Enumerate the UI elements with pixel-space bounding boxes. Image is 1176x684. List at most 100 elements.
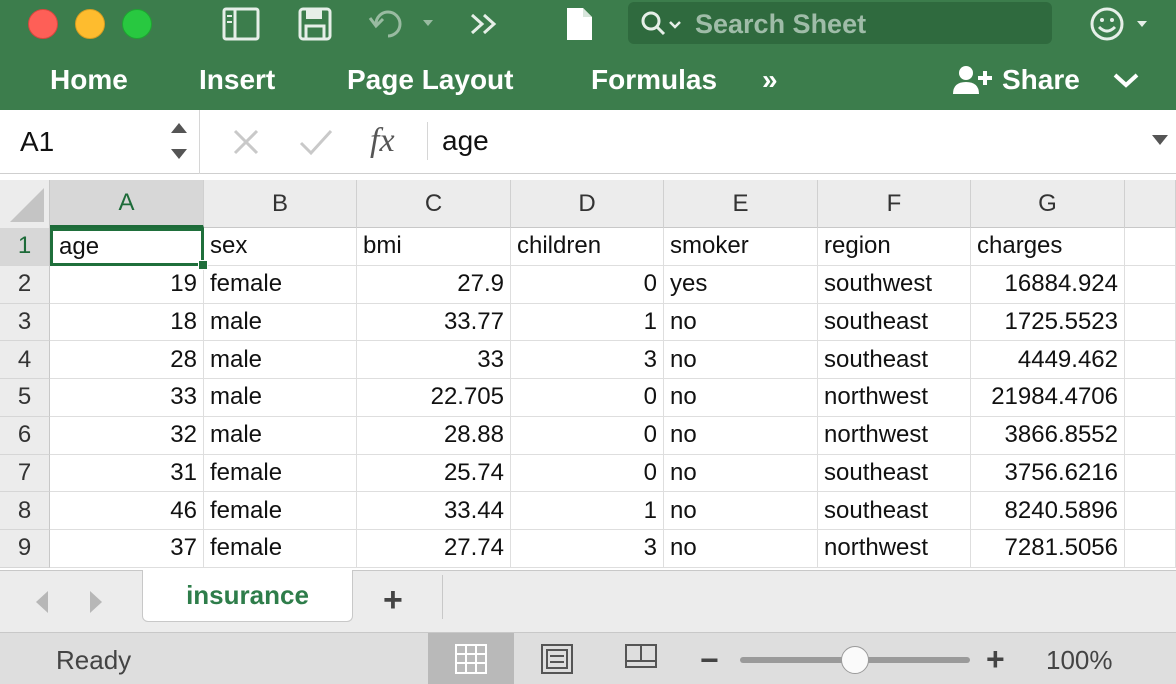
cell-e6[interactable]: no xyxy=(664,416,818,455)
cell-h1[interactable] xyxy=(1125,228,1176,266)
cell-h9[interactable] xyxy=(1125,530,1176,568)
cell-a1[interactable]: age xyxy=(50,228,204,266)
cell-c5[interactable]: 22.705 xyxy=(357,379,511,417)
sidebar-toggle-icon[interactable] xyxy=(220,6,262,42)
row-header-2[interactable]: 2 xyxy=(0,265,50,304)
row-header-9[interactable]: 9 xyxy=(0,530,50,568)
tab-home[interactable]: Home xyxy=(50,64,128,95)
enter-check-icon[interactable] xyxy=(298,126,334,158)
cell-f2[interactable]: southwest xyxy=(818,265,971,304)
cell-h4[interactable] xyxy=(1125,341,1176,379)
cell-g4[interactable]: 4449.462 xyxy=(971,341,1125,379)
cell-a9[interactable]: 37 xyxy=(50,530,204,568)
column-header-b[interactable]: B xyxy=(204,180,357,228)
cell-a3[interactable]: 18 xyxy=(50,303,204,342)
row-header-8[interactable]: 8 xyxy=(0,492,50,530)
cancel-icon[interactable] xyxy=(230,126,262,158)
add-sheet-button[interactable]: + xyxy=(383,581,403,619)
fill-handle[interactable] xyxy=(198,259,208,270)
cell-a2[interactable]: 19 xyxy=(50,265,204,304)
cell-f7[interactable]: southeast xyxy=(818,454,971,493)
normal-view-button[interactable] xyxy=(428,633,514,684)
cell-g3[interactable]: 1725.5523 xyxy=(971,303,1125,342)
cell-a7[interactable]: 31 xyxy=(50,454,204,493)
cell-e4[interactable]: no xyxy=(664,341,818,379)
cell-c3[interactable]: 33.77 xyxy=(357,303,511,342)
cell-b7[interactable]: female xyxy=(204,454,357,493)
cell-b3[interactable]: male xyxy=(204,303,357,342)
save-icon[interactable] xyxy=(296,6,334,42)
cell-e2[interactable]: yes xyxy=(664,265,818,304)
cell-a8[interactable]: 46 xyxy=(50,492,204,530)
close-window-button[interactable] xyxy=(28,9,58,39)
cell-f4[interactable]: southeast xyxy=(818,341,971,379)
share-button[interactable]: Share xyxy=(952,64,1080,96)
minimize-window-button[interactable] xyxy=(75,9,105,39)
undo-icon[interactable] xyxy=(366,6,436,42)
row-header-5[interactable]: 5 xyxy=(0,379,50,417)
tab-insert[interactable]: Insert xyxy=(199,64,276,95)
cell-a4[interactable]: 28 xyxy=(50,341,204,379)
cell-e5[interactable]: no xyxy=(664,379,818,417)
formula-content[interactable]: age xyxy=(442,125,489,156)
cell-f9[interactable]: northwest xyxy=(818,530,971,568)
select-all-corner[interactable] xyxy=(0,180,50,228)
cell-f5[interactable]: northwest xyxy=(818,379,971,417)
cell-b9[interactable]: female xyxy=(204,530,357,568)
search-sheet-field[interactable]: Search Sheet xyxy=(628,2,1052,44)
cell-h2[interactable] xyxy=(1125,265,1176,304)
cell-g6[interactable]: 3866.8552 xyxy=(971,416,1125,455)
tab-page-layout[interactable]: Page Layout xyxy=(347,64,514,95)
column-header-h[interactable] xyxy=(1125,180,1176,228)
column-header-e[interactable]: E xyxy=(664,180,818,228)
cell-c7[interactable]: 25.74 xyxy=(357,454,511,493)
cell-g5[interactable]: 21984.4706 xyxy=(971,379,1125,417)
zoom-in-button[interactable]: + xyxy=(986,641,1005,677)
cell-d9[interactable]: 3 xyxy=(511,530,664,568)
cell-f3[interactable]: southeast xyxy=(818,303,971,342)
cell-b1[interactable]: sex xyxy=(204,228,357,266)
cell-g9[interactable]: 7281.5056 xyxy=(971,530,1125,568)
cell-d2[interactable]: 0 xyxy=(511,265,664,304)
next-sheet-icon[interactable] xyxy=(86,589,106,615)
cell-c4[interactable]: 33 xyxy=(357,341,511,379)
cell-e3[interactable]: no xyxy=(664,303,818,342)
row-header-7[interactable]: 7 xyxy=(0,454,50,493)
collapse-ribbon-icon[interactable] xyxy=(1112,72,1140,90)
expand-formula-bar-icon[interactable] xyxy=(1150,132,1170,148)
tab-formulas[interactable]: Formulas xyxy=(591,64,718,95)
row-header-1[interactable]: 1 xyxy=(0,228,50,266)
zoom-out-button[interactable]: − xyxy=(700,642,719,678)
cell-e9[interactable]: no xyxy=(664,530,818,568)
page-break-view-button[interactable] xyxy=(598,633,684,684)
cell-h6[interactable] xyxy=(1125,416,1176,455)
cell-e7[interactable]: no xyxy=(664,454,818,493)
cell-a5[interactable]: 33 xyxy=(50,379,204,417)
column-header-d[interactable]: D xyxy=(511,180,664,228)
cell-h5[interactable] xyxy=(1125,379,1176,417)
cell-h3[interactable] xyxy=(1125,303,1176,342)
cell-h7[interactable] xyxy=(1125,454,1176,493)
cell-c6[interactable]: 28.88 xyxy=(357,416,511,455)
cell-d7[interactable]: 0 xyxy=(511,454,664,493)
cell-d8[interactable]: 1 xyxy=(511,492,664,530)
column-header-g[interactable]: G xyxy=(971,180,1125,228)
smiley-feedback-icon[interactable] xyxy=(1088,6,1152,42)
column-header-f[interactable]: F xyxy=(818,180,971,228)
cell-g1[interactable]: charges xyxy=(971,228,1125,266)
cell-b4[interactable]: male xyxy=(204,341,357,379)
cell-d5[interactable]: 0 xyxy=(511,379,664,417)
cell-b6[interactable]: male xyxy=(204,416,357,455)
cell-e8[interactable]: no xyxy=(664,492,818,530)
cell-b5[interactable]: male xyxy=(204,379,357,417)
insert-function-icon[interactable]: fx xyxy=(370,122,395,159)
more-toolbar-icon[interactable] xyxy=(466,6,502,42)
row-header-4[interactable]: 4 xyxy=(0,341,50,379)
cell-c8[interactable]: 33.44 xyxy=(357,492,511,530)
cell-f1[interactable]: region xyxy=(818,228,971,266)
previous-sheet-icon[interactable] xyxy=(32,589,52,615)
sheet-tab-insurance[interactable]: insurance xyxy=(142,570,353,622)
cell-b8[interactable]: female xyxy=(204,492,357,530)
more-tabs-button[interactable]: » xyxy=(762,64,778,95)
cell-c9[interactable]: 27.74 xyxy=(357,530,511,568)
